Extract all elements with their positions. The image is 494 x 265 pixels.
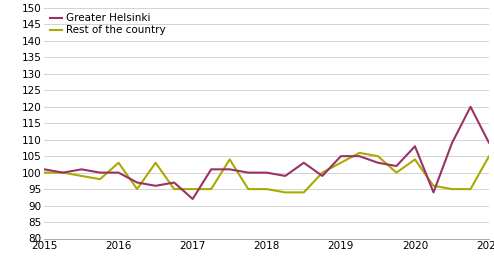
- Rest of the country: [60, 171, 66, 174]
- Rest of the country: [227, 158, 233, 161]
- Rest of the country: [301, 191, 307, 194]
- Greater Helsinki: [264, 171, 270, 174]
- Greater Helsinki: [79, 168, 84, 171]
- Greater Helsinki: [227, 168, 233, 171]
- Greater Helsinki: [153, 184, 159, 187]
- Rest of the country: [393, 171, 399, 174]
- Greater Helsinki: [190, 197, 196, 201]
- Legend: Greater Helsinki, Rest of the country: Greater Helsinki, Rest of the country: [50, 13, 166, 35]
- Line: Rest of the country: Rest of the country: [44, 153, 494, 192]
- Greater Helsinki: [97, 171, 103, 174]
- Greater Helsinki: [375, 161, 381, 164]
- Greater Helsinki: [301, 161, 307, 164]
- Greater Helsinki: [134, 181, 140, 184]
- Greater Helsinki: [338, 154, 344, 158]
- Rest of the country: [208, 188, 214, 191]
- Greater Helsinki: [282, 174, 288, 178]
- Rest of the country: [245, 188, 251, 191]
- Rest of the country: [375, 154, 381, 158]
- Greater Helsinki: [208, 168, 214, 171]
- Rest of the country: [338, 161, 344, 164]
- Rest of the country: [116, 161, 122, 164]
- Rest of the country: [134, 188, 140, 191]
- Rest of the country: [486, 154, 492, 158]
- Rest of the country: [319, 171, 325, 174]
- Greater Helsinki: [467, 105, 473, 108]
- Rest of the country: [467, 188, 473, 191]
- Rest of the country: [264, 188, 270, 191]
- Greater Helsinki: [393, 165, 399, 168]
- Rest of the country: [190, 188, 196, 191]
- Rest of the country: [412, 158, 418, 161]
- Greater Helsinki: [116, 171, 122, 174]
- Rest of the country: [153, 161, 159, 164]
- Greater Helsinki: [60, 171, 66, 174]
- Rest of the country: [449, 188, 455, 191]
- Rest of the country: [171, 188, 177, 191]
- Greater Helsinki: [430, 191, 436, 194]
- Greater Helsinki: [449, 142, 455, 145]
- Rest of the country: [41, 171, 47, 174]
- Line: Greater Helsinki: Greater Helsinki: [44, 44, 494, 199]
- Greater Helsinki: [486, 142, 492, 145]
- Rest of the country: [97, 178, 103, 181]
- Greater Helsinki: [412, 145, 418, 148]
- Greater Helsinki: [356, 154, 362, 158]
- Greater Helsinki: [245, 171, 251, 174]
- Greater Helsinki: [319, 174, 325, 178]
- Rest of the country: [356, 151, 362, 154]
- Greater Helsinki: [171, 181, 177, 184]
- Rest of the country: [79, 174, 84, 178]
- Greater Helsinki: [41, 168, 47, 171]
- Rest of the country: [282, 191, 288, 194]
- Rest of the country: [430, 184, 436, 187]
